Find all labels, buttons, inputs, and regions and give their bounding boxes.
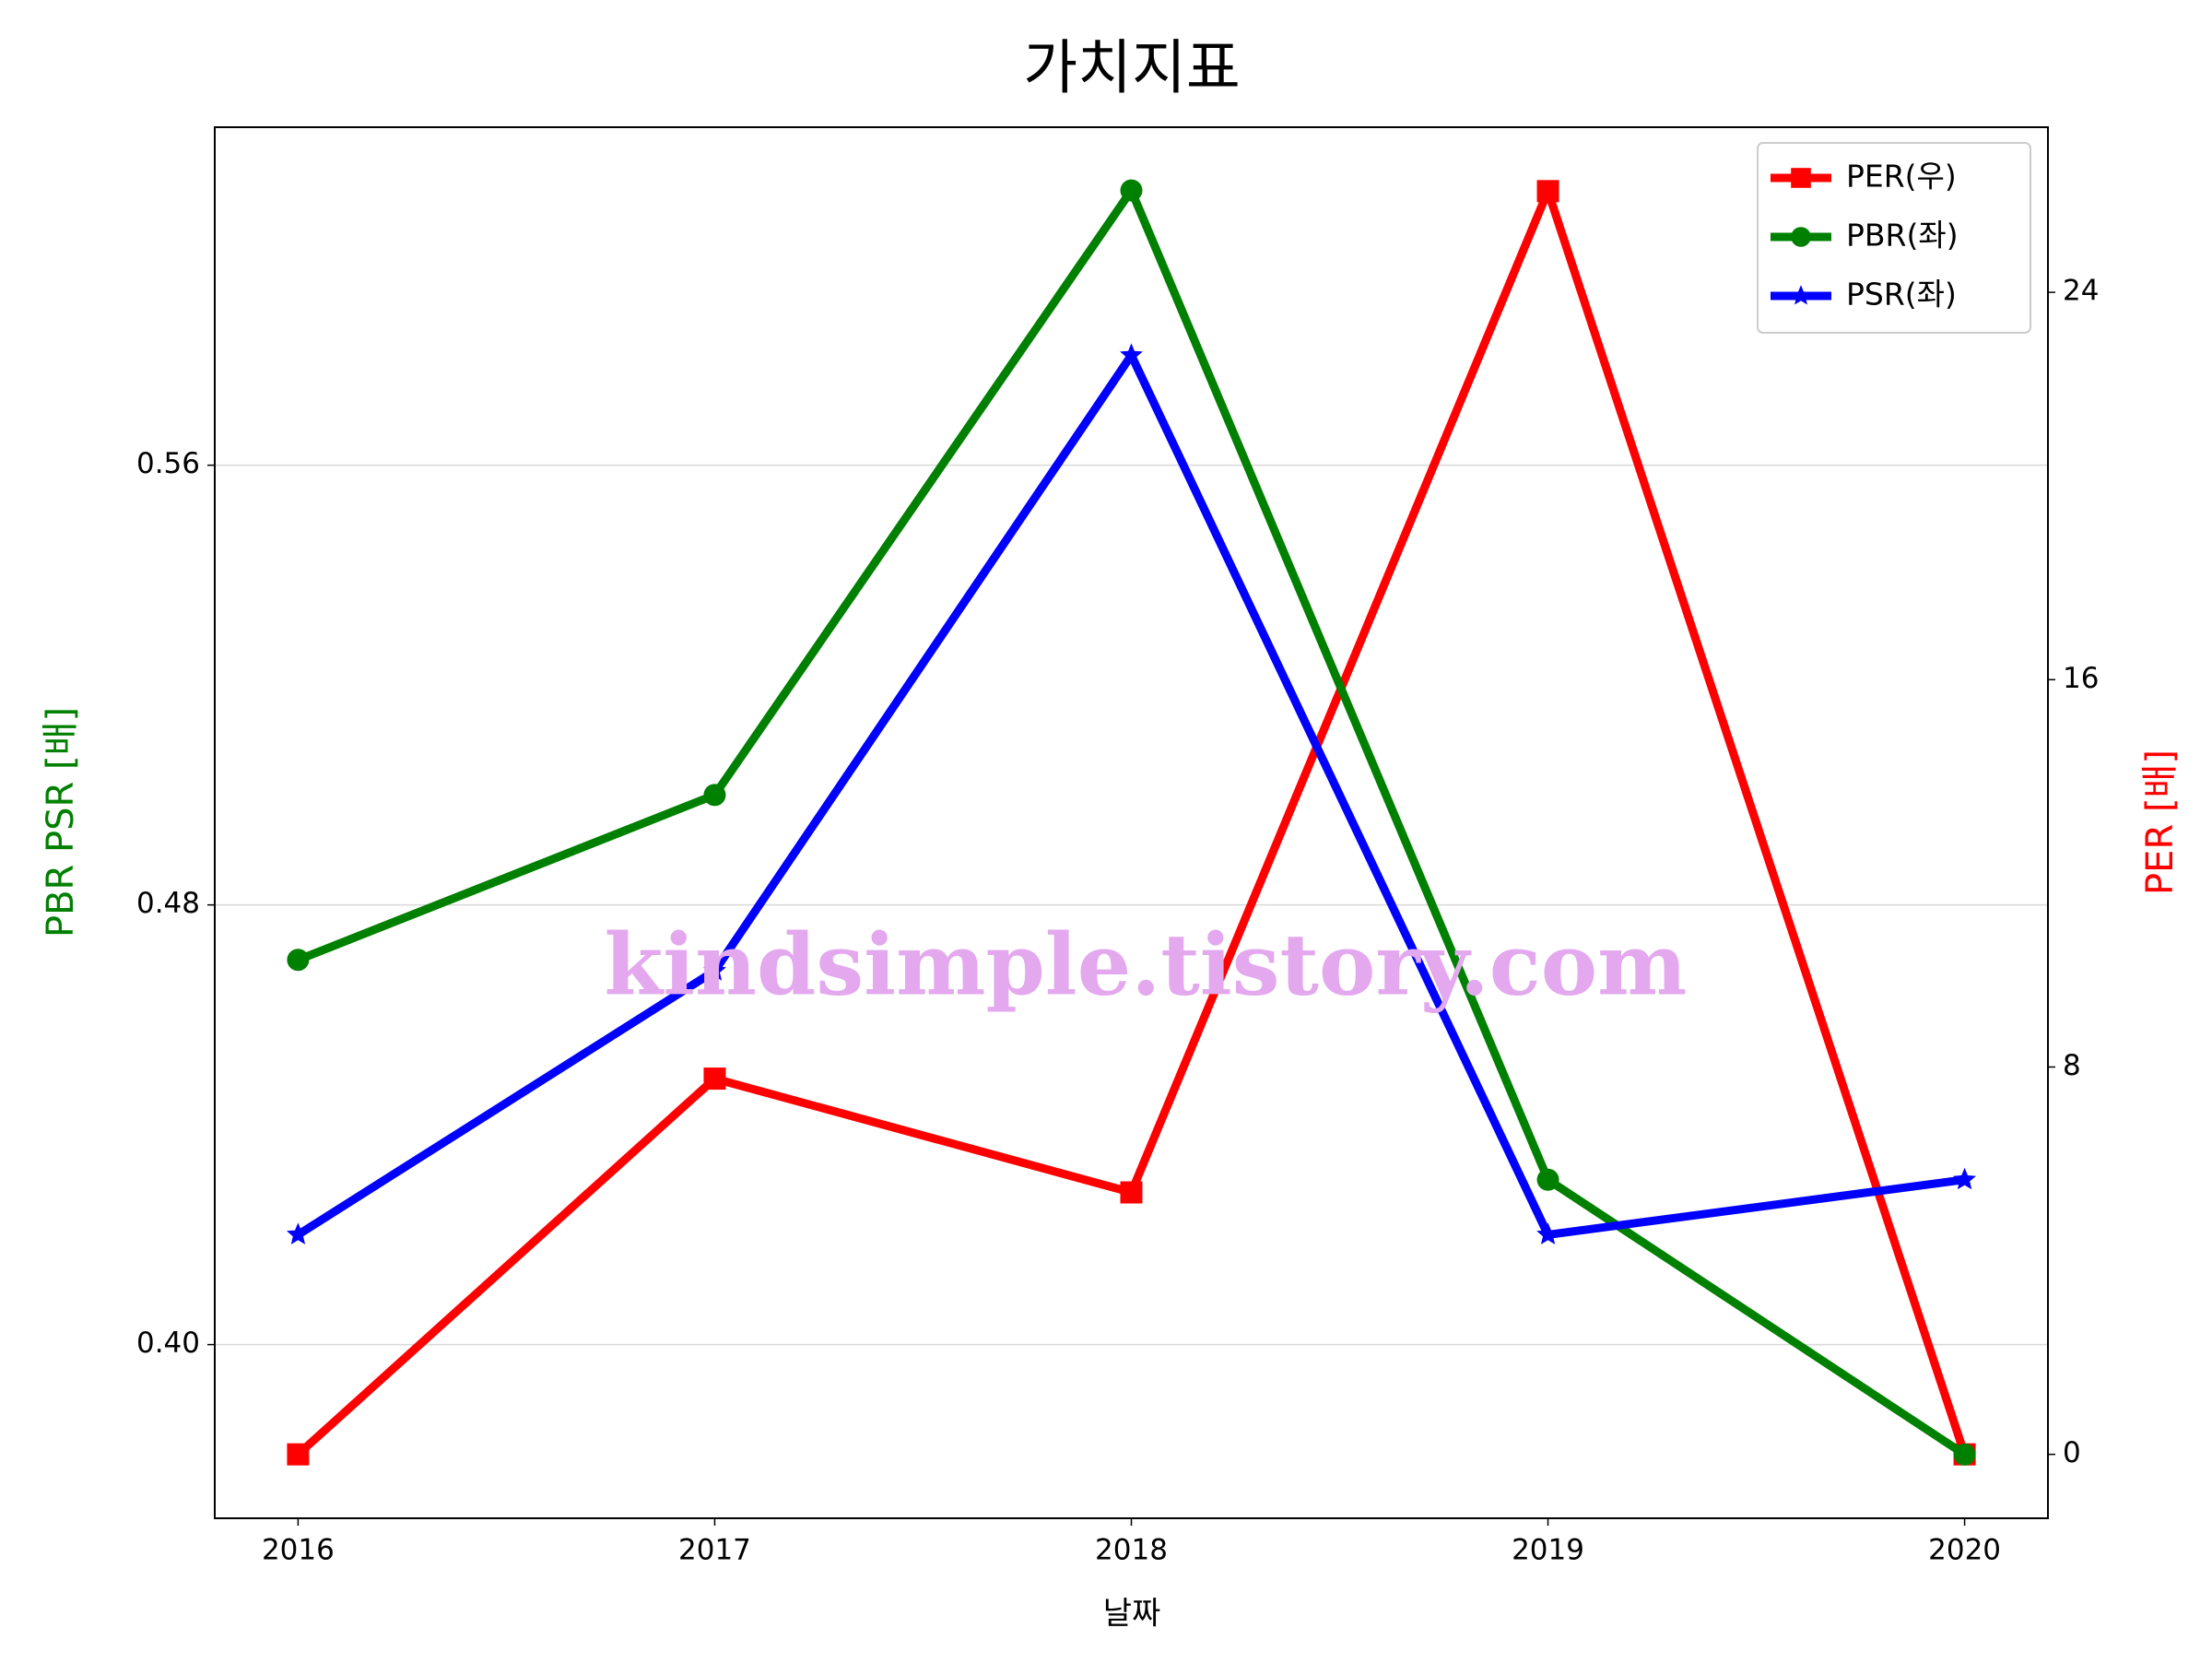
marker — [287, 949, 310, 972]
marker — [1120, 343, 1143, 365]
legend-marker — [1790, 285, 1812, 305]
series-line — [295, 350, 1966, 1239]
y2-tick-label: 8 — [2063, 1049, 2081, 1082]
watermark: kindsimple.tistory.com — [604, 915, 1687, 1015]
marker — [287, 1443, 310, 1466]
y2-tick-label: 16 — [2063, 662, 2099, 695]
x-tick-label: 2018 — [1095, 1534, 1168, 1567]
x-axis-label: 날짜 — [1103, 1596, 1161, 1633]
legend-label: PBR(좌) — [1846, 218, 1959, 254]
x-tick-label: 2019 — [1512, 1534, 1584, 1567]
marker — [703, 784, 726, 807]
y2-tick-label: 0 — [2063, 1436, 2081, 1469]
marker — [1953, 1167, 1976, 1190]
marker — [1120, 179, 1143, 202]
plot-frame — [214, 126, 2049, 1519]
x-tick-label: 2017 — [678, 1534, 751, 1567]
y-tick-label: 0.56 — [136, 447, 200, 480]
y-axis-label: PBR PSR [배] — [40, 707, 82, 938]
legend-label: PER(우) — [1846, 159, 1957, 195]
marker — [703, 959, 726, 981]
series-line — [296, 186, 1968, 1458]
marker — [703, 1067, 726, 1091]
marker — [1536, 180, 1559, 203]
marker — [1953, 1443, 1976, 1466]
x-tick-label: 2016 — [262, 1534, 335, 1567]
legend-box — [1757, 142, 2031, 334]
legend-marker — [1791, 168, 1811, 188]
y-tick-label: 0.40 — [136, 1327, 200, 1360]
series-line — [295, 186, 1969, 1458]
marker — [287, 1222, 310, 1244]
marker — [1120, 1181, 1143, 1204]
y2-axis-label: PER [배] — [2139, 749, 2182, 895]
y2-tick-label: 24 — [2063, 275, 2099, 308]
chart-title: 가치지표 — [1023, 35, 1241, 103]
y-tick-label: 0.48 — [136, 887, 200, 920]
x-tick-label: 2020 — [1928, 1534, 2001, 1567]
marker — [1536, 1222, 1559, 1244]
legend-marker — [1791, 227, 1811, 247]
legend-label: PSR(좌) — [1846, 277, 1957, 313]
marker — [1536, 1168, 1559, 1191]
